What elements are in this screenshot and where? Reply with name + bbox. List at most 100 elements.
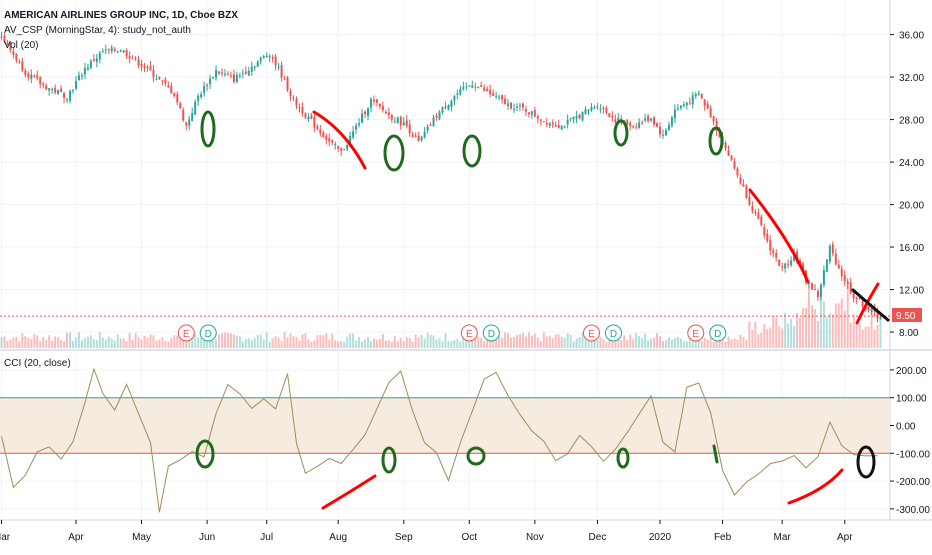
candle-body [542,121,545,123]
volume-bar [670,339,673,348]
volume-bar [66,332,69,348]
candle-body [810,283,813,290]
candle-body [641,122,644,124]
cci-tick-label: -100.00 [896,449,930,460]
candle-body [587,110,590,112]
volume-bar [566,333,569,348]
candle-body [664,130,667,136]
volume-bar [215,339,218,348]
volume-bar [146,337,149,348]
candle-body [563,126,566,128]
candle-body [867,306,870,310]
candle-body [247,70,250,76]
candle-body [688,102,691,104]
volume-bar [673,337,676,348]
candle-body [694,93,697,97]
cci-circle-jun [195,439,215,469]
candle-body [679,105,682,109]
volume-bar [9,339,12,348]
event-marker-label: D [205,329,212,340]
candle-body [328,138,331,142]
candle-body [527,112,530,115]
volume-bar [313,340,316,348]
volume-bar [736,339,739,348]
candle-body [530,111,533,115]
candle-body [104,49,107,51]
candle-body [813,288,816,290]
volume-bar [515,334,518,348]
volume-bar [805,307,808,348]
volume-bar [751,329,754,348]
volume-bar [521,332,524,348]
candle-body [140,63,143,67]
cci-axis[interactable]: 200.00 100.00 0.00 -100.00 -200.00 -300.00 [890,366,930,516]
volume-bar [384,340,387,348]
volume-bar [167,341,170,348]
candle-body [77,75,80,81]
volume-bar [253,338,256,348]
candle-body [188,119,191,126]
volume-bar [816,320,819,348]
candle-body [307,116,310,120]
candle-body [319,129,322,134]
candle-body [125,49,128,57]
volume-bar [766,328,769,348]
time-tick-label: Oct [462,532,478,543]
volume-bar [378,339,381,348]
volume-bar [244,338,247,348]
volume-bar [241,341,244,348]
time-tick-label: Mar [774,532,792,543]
candle-body [501,95,504,100]
volume-bar [781,328,784,348]
volume-bar [128,332,131,348]
volume-bar [676,336,679,348]
volume-bar [235,335,238,348]
event-marker-label: D [610,329,617,340]
candle-body [54,87,57,93]
candle-body [477,86,480,88]
volume-bar [48,335,51,348]
volume-bar [498,335,501,348]
volume-bar [709,338,712,348]
candle-body [760,216,763,226]
volume-bar [742,337,745,348]
candle-body [486,88,489,91]
candle-body [393,121,396,123]
volume-bar [554,334,557,348]
cci-band [0,397,890,454]
candle-body [459,88,462,95]
candle-body [438,111,441,120]
candle-body [417,135,420,142]
candle-body [414,135,417,137]
candle-body [48,88,51,91]
volume-bar [346,336,349,348]
candle-body [480,85,483,87]
volume-bar [143,335,146,348]
candle-body [712,116,715,122]
volume-bar [638,336,641,348]
price-tick-label: 12.00 [899,286,924,297]
volume-bar [483,340,486,348]
candle-body [170,85,173,94]
reversal-stroke-black [851,288,890,322]
price-axis[interactable]: 36.00 32.00 28.00 24.00 20.00 16.00 12.00 8.00 [890,31,924,340]
volume-bar [802,307,805,348]
volume-bar [15,336,18,348]
volume-bar [271,338,274,348]
volume-bar [763,323,766,348]
volume-bar [876,324,879,348]
candle-body [739,177,742,184]
time-axis[interactable]: Mar Apr May Jun Jul Aug Sep Oct Nov Dec 2020 Feb Mar… [0,520,853,543]
price-panel[interactable] [0,0,890,348]
candle-body [775,253,778,258]
candle-body [83,68,86,75]
volume-bar [796,312,799,348]
candle-body [700,94,703,99]
candle-body [191,112,194,121]
candle-body [390,114,393,120]
volume-bar [194,333,197,348]
candle-body [63,93,66,98]
symbol-legend: AMERICAN AIRLINES GROUP INC, 1D, Cboe BZ… [4,10,238,21]
candle-body [659,126,662,135]
